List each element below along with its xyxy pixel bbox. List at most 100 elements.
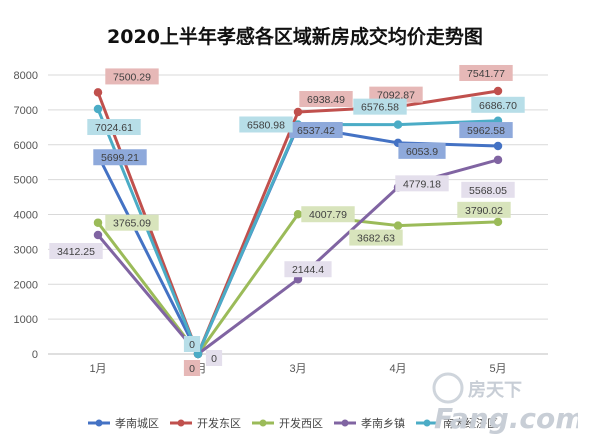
data-label: 4007.79 (301, 206, 355, 223)
data-label: 6576.58 (353, 98, 407, 115)
data-point (493, 86, 503, 96)
series-line (96, 124, 499, 356)
data-label: 5568.05 (461, 181, 515, 198)
data-label: 6938.49 (299, 91, 353, 108)
data-label-text: 6686.70 (479, 100, 517, 112)
data-label-text: 7500.29 (113, 71, 151, 83)
data-label: 5699.21 (93, 149, 147, 166)
legend-item: 开发西区 (252, 416, 323, 430)
data-label-text: 6537.42 (297, 125, 335, 137)
data-label: 3412.25 (49, 242, 103, 259)
data-label-box (205, 350, 223, 366)
data-label-text: 4007.79 (309, 209, 347, 221)
data-label-text: 7092.87 (377, 90, 415, 102)
data-label-box (461, 181, 515, 198)
data-label-box (459, 122, 513, 139)
data-label-box (183, 360, 201, 376)
data-point (93, 230, 103, 240)
legend-marker (341, 419, 349, 427)
data-point (93, 104, 103, 114)
y-tick-label: 4000 (14, 210, 38, 222)
data-point (293, 209, 303, 219)
legend-label: 孝南城区 (115, 417, 159, 430)
x-tick-label: 1月 (89, 363, 106, 375)
data-label: 4779.18 (395, 175, 449, 192)
legend-label: 开发东区 (197, 416, 241, 430)
legend-label: 南大经济区 (443, 416, 498, 430)
data-label: 0 (183, 336, 201, 352)
data-label-box (183, 336, 201, 352)
data-labels: 5699.21 6537.42 6053.9 5962.58 7500.29 0 6938.… (49, 64, 525, 376)
data-point (393, 120, 403, 129)
data-label-text: 6053.9 (406, 146, 438, 158)
x-tick-label: 4月 (389, 363, 406, 375)
data-label-text: 3790.02 (465, 205, 503, 217)
y-tick-label: 7000 (14, 105, 38, 117)
data-point (493, 217, 503, 227)
data-label: 3765.09 (105, 214, 159, 231)
data-label-box (87, 119, 141, 136)
legend-marker (259, 419, 267, 427)
data-label: 3682.63 (349, 229, 403, 246)
data-label: 7092.87 (369, 86, 423, 103)
legend-marker (177, 419, 185, 427)
data-label-box (471, 96, 525, 113)
data-point (393, 221, 403, 230)
data-label-box (105, 68, 159, 85)
data-label-text: 3765.09 (113, 218, 151, 230)
data-label-text: 7541.77 (467, 68, 505, 80)
data-point (293, 107, 303, 117)
data-label-box (353, 98, 407, 115)
data-label: 3790.02 (457, 201, 511, 218)
y-tick-label: 3000 (14, 244, 38, 256)
data-label-box (398, 142, 446, 159)
data-label-box (93, 149, 147, 166)
data-label: 7541.77 (459, 64, 513, 81)
data-label: 0 (205, 350, 223, 366)
legend-label: 开发西区 (279, 416, 323, 430)
data-label: 6686.70 (471, 96, 525, 113)
data-label-box (457, 201, 511, 218)
data-label-text: 3412.25 (57, 246, 95, 258)
x-tick-label: 3月 (289, 363, 306, 375)
data-label-text: 0 (211, 353, 217, 365)
data-label-box (459, 64, 513, 81)
legend-item: 开发东区 (170, 416, 241, 430)
legend-marker (95, 419, 103, 427)
data-label: 6537.42 (289, 122, 343, 139)
chart-title: 2020上半年孝感各区域新房成交均价走势图 (107, 26, 483, 48)
data-label-box (105, 214, 159, 231)
data-label-text: 4779.18 (403, 178, 441, 190)
data-label: 0 (183, 360, 201, 376)
data-label: 7024.61 (87, 119, 141, 136)
data-label-box (301, 206, 355, 223)
data-label-text: 5568.05 (469, 185, 507, 197)
legend-marker (423, 419, 431, 427)
data-label-text: 0 (189, 339, 195, 351)
data-label-text: 2144.4 (292, 264, 324, 276)
y-tick-label: 1000 (14, 314, 38, 326)
legend-item: 南大经济区 (416, 416, 498, 430)
y-tick-label: 2000 (14, 279, 38, 291)
data-label-text: 6576.58 (361, 102, 399, 114)
data-label-text: 5962.58 (467, 125, 505, 137)
data-label-box (369, 86, 423, 103)
data-label-box (239, 116, 293, 133)
legend: 孝南城区 开发东区 开发西区 孝南乡镇 南大经济区 (88, 416, 498, 430)
data-label-box (284, 261, 332, 278)
data-label: 6580.98 (239, 116, 293, 133)
data-point (493, 141, 503, 151)
x-tick-label: 5月 (489, 363, 506, 375)
y-tick-label: 5000 (14, 175, 38, 187)
data-label-text: 0 (189, 363, 195, 375)
data-point (93, 218, 103, 227)
y-tick-label: 8000 (14, 70, 38, 82)
data-label: 2144.4 (284, 261, 332, 278)
data-label-box (289, 122, 343, 139)
y-tick-label: 6000 (14, 140, 38, 152)
data-label-text: 6938.49 (307, 94, 345, 106)
data-label: 6053.9 (398, 142, 446, 159)
data-label: 5962.58 (459, 122, 513, 139)
